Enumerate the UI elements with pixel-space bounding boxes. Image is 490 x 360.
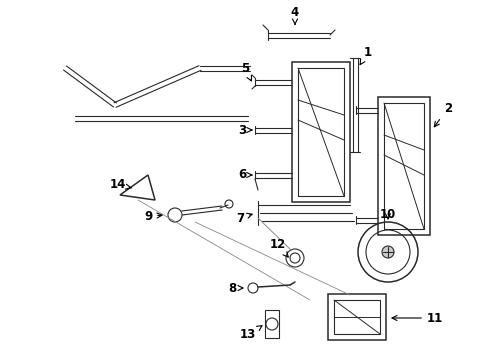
Bar [328,294,386,340]
Circle shape [382,246,394,258]
Bar [298,68,344,196]
Bar [378,97,430,235]
Text: 1: 1 [360,45,372,64]
Text: 10: 10 [380,208,396,221]
Bar [334,300,380,334]
Text: 13: 13 [240,326,262,342]
Text: 9: 9 [144,210,162,222]
Bar [384,103,424,229]
Text: 14: 14 [110,179,132,192]
Bar [265,310,279,338]
Bar [292,62,350,202]
Text: 8: 8 [228,282,243,294]
Text: 7: 7 [236,211,252,225]
Text: 2: 2 [434,102,452,127]
Text: 12: 12 [270,238,288,257]
Text: 11: 11 [392,311,443,324]
Text: 4: 4 [291,5,299,24]
Text: 5: 5 [241,62,251,81]
Text: 3: 3 [238,123,252,136]
Text: 6: 6 [238,168,252,181]
